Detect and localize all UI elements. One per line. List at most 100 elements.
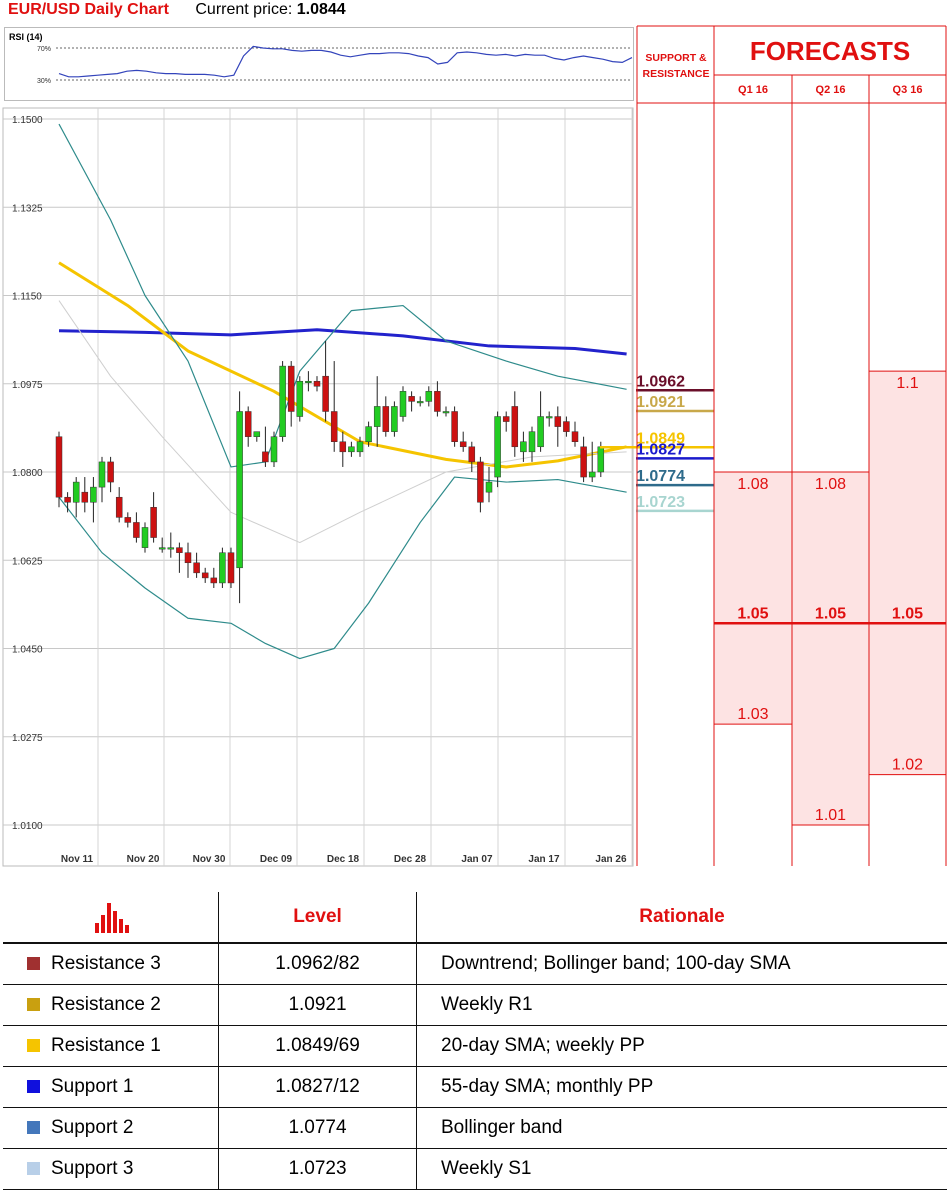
candle-up [167, 547, 175, 550]
x-tick-label: Nov 11 [61, 854, 94, 865]
level-name-cell: Support 1 [3, 1066, 219, 1108]
level-color-swatch [27, 1080, 40, 1093]
level-name: Support 3 [51, 1158, 134, 1179]
rsi-level-low: 30% [37, 78, 51, 85]
candle-up [494, 416, 501, 478]
level-name: Support 2 [51, 1117, 134, 1138]
sr-level-label: 1.0774 [636, 468, 685, 485]
candle-down [511, 406, 519, 448]
x-tick-label: Dec 18 [327, 854, 360, 865]
level-header: Level [218, 892, 417, 944]
candle-down [339, 441, 347, 453]
candle-up [373, 406, 381, 427]
price-chart: 1.1500 1.1325 1.1150 1.0975 1.0800 1.0625 1.04… [2, 107, 714, 867]
levels-table: Level Rationale Resistance 3 1.0962/82 Dow… [3, 892, 947, 1190]
candle-up [296, 380, 304, 417]
candle-down [176, 547, 183, 553]
candle-down [244, 411, 252, 437]
level-value: 1.0774 [218, 1107, 417, 1149]
candle-up [356, 441, 364, 453]
sr-level-label: 1.0723 [636, 494, 685, 511]
current-price-value: 1.0844 [296, 1, 346, 18]
levels-row: Support 1 1.0827/12 55-day SMA; monthly PP [3, 1066, 947, 1108]
level-name-cell: Resistance 1 [3, 1025, 219, 1067]
candle-down [571, 431, 579, 442]
level-value: 1.0827/12 [218, 1066, 417, 1108]
x-tick-label: Jan 07 [461, 854, 493, 865]
rsi-frame [4, 27, 634, 101]
levels-row: Resistance 1 1.0849/69 20-day SMA; weekly … [3, 1025, 947, 1067]
candle-down [468, 446, 476, 463]
candle-up [399, 391, 407, 417]
level-rationale: Bollinger band [416, 1107, 947, 1149]
candle-down [330, 411, 338, 442]
candle-down [477, 461, 484, 503]
sr-level-label: 1.0827 [636, 441, 685, 458]
candle-up [365, 426, 372, 442]
candle-up [348, 446, 355, 453]
rsi-panel: RSI (14) 70% 30% [4, 27, 634, 101]
y-tick-label: 1.1150 [12, 292, 42, 303]
y-tick-label: 1.0100 [12, 821, 43, 832]
candle-up [253, 431, 261, 437]
level-rationale: 55-day SMA; monthly PP [416, 1066, 947, 1108]
forecast-low-label: 1.03 [737, 706, 768, 723]
candle-down [322, 375, 329, 412]
levels-row: Resistance 2 1.0921 Weekly R1 [3, 984, 947, 1026]
level-rationale: 20-day SMA; weekly PP [416, 1025, 947, 1067]
level-name: Support 1 [51, 1076, 134, 1097]
candle-up [537, 416, 544, 448]
y-tick-label: 1.1500 [12, 115, 43, 126]
candle-down [150, 507, 157, 538]
forecast-high-label: 1.08 [815, 476, 846, 493]
candle-up [588, 471, 596, 478]
candle-up [305, 380, 312, 383]
level-color-swatch [27, 957, 40, 970]
candle-down [210, 577, 218, 584]
level-rationale: Weekly R1 [416, 984, 947, 1026]
candle-down [563, 421, 570, 432]
forecast-grid [636, 25, 947, 866]
y-tick-label: 1.0450 [12, 645, 43, 656]
level-value: 1.0723 [218, 1148, 417, 1190]
indicator-line-2 [58, 300, 627, 544]
candle-down [115, 496, 123, 518]
levels-row: Support 3 1.0723 Weekly S1 [3, 1148, 947, 1190]
candle-down [408, 396, 415, 402]
forecast-range [714, 472, 792, 725]
y-tick-label: 1.1325 [12, 203, 43, 214]
sr-level-label: 1.0921 [636, 394, 685, 411]
candles [55, 340, 605, 604]
level-value: 1.0962/82 [218, 943, 417, 985]
forecast-mid-label: 1.05 [815, 605, 846, 622]
rsi-level-high: 70% [37, 46, 51, 53]
levels-row: Support 2 1.0774 Bollinger band [3, 1107, 947, 1149]
candle-down [184, 552, 192, 564]
forecast-high-label: 1.08 [737, 476, 768, 493]
candle-down [227, 552, 235, 584]
candle-up [528, 431, 536, 453]
candle-up [236, 411, 243, 569]
candle-down [81, 491, 89, 503]
level-color-swatch [27, 1162, 40, 1175]
level-name: Resistance 1 [51, 1035, 161, 1056]
rsi-line [58, 45, 633, 78]
candle-down [434, 391, 441, 412]
candle-up [158, 547, 166, 550]
level-color-swatch [27, 1039, 40, 1052]
candle-down [313, 380, 321, 387]
forecasts-title: FORECASTS [750, 36, 910, 66]
sr-level-label: 1.0849 [636, 430, 685, 447]
forecast-low-label: 1.01 [815, 807, 846, 824]
sr-title-line2: RESISTANCE [643, 68, 710, 80]
candle-up [219, 552, 226, 584]
candle-up [391, 406, 398, 432]
candle-down [382, 406, 390, 432]
current-price-label: Current price: [195, 1, 297, 18]
forecast-mid-label: 1.05 [892, 605, 923, 622]
x-tick-label: Dec 09 [260, 854, 293, 865]
candle-up [270, 436, 278, 463]
level-name-cell: Support 3 [3, 1148, 219, 1190]
level-name-cell: Resistance 2 [3, 984, 219, 1026]
